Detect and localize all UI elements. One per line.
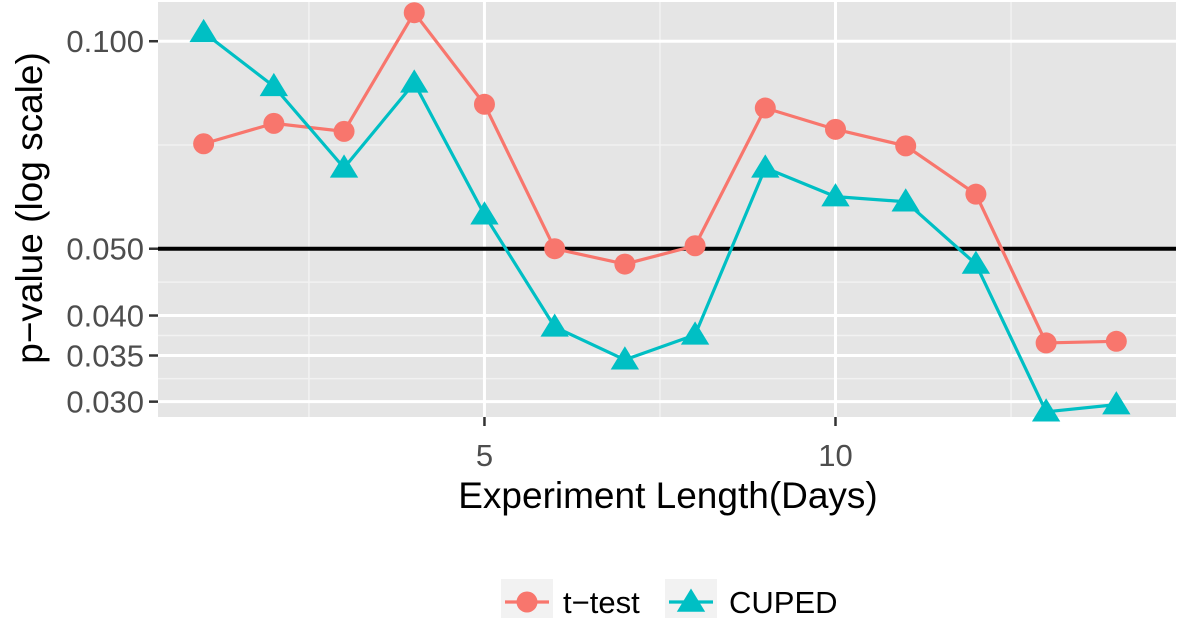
y-axis: 0.030 0.035 0.040 0.050 0.100 [66, 24, 158, 420]
t-test-point [1105, 330, 1127, 352]
plot-panel [158, 2, 1176, 422]
legend-item-cuped: CUPED [665, 579, 838, 623]
cuped-point [610, 346, 640, 370]
t-test-point [895, 135, 917, 157]
y-tick-label: 0.040 [66, 299, 144, 334]
t-test-point [263, 112, 285, 134]
x-tick-label: 10 [818, 438, 852, 473]
t-test-point [544, 238, 566, 260]
cuped-point [400, 69, 429, 93]
t-test-line [203, 11, 1117, 345]
series-cuped [189, 18, 1131, 422]
cuped-point [329, 154, 359, 178]
cuped-point [961, 250, 991, 274]
y-tick-label: 0.030 [66, 385, 144, 420]
t-test-point [684, 235, 706, 257]
cuped-point [189, 18, 218, 43]
cuped-point [259, 72, 289, 97]
t-test-point [965, 183, 987, 205]
t-test-point [473, 93, 495, 115]
y-tick-label: 0.050 [66, 232, 144, 267]
plot-background [158, 2, 1176, 417]
cuped-point [821, 183, 850, 207]
legend-item-t-test: t−test [501, 579, 640, 623]
t-test-point [614, 253, 636, 275]
cuped-point [470, 201, 499, 225]
y-axis-title: p−value (log scale) [9, 52, 50, 364]
legend: t−test CUPED [501, 579, 838, 623]
t-test-point [754, 97, 776, 119]
x-axis: 5 10 [476, 417, 853, 473]
t-test-point [1035, 332, 1057, 354]
cuped-line [202, 31, 1117, 414]
t-test-point [193, 133, 215, 155]
legend-key-marker [676, 588, 706, 612]
y-tick-label: 0.100 [66, 24, 144, 59]
series-t-test [193, 2, 1127, 354]
legend-label: t−test [563, 585, 640, 618]
legend-key-marker [516, 591, 538, 613]
t-test-point [824, 118, 846, 140]
x-axis-title: Experiment Length(Days) [458, 475, 878, 516]
legend-label: CUPED [729, 585, 838, 618]
cuped-point [751, 154, 780, 178]
cuped-point [540, 313, 569, 337]
cuped-point [891, 188, 920, 212]
t-test-point [403, 2, 425, 24]
x-tick-label: 5 [476, 438, 493, 473]
t-test-point [333, 120, 355, 142]
cuped-point [680, 321, 710, 345]
cuped-point [1102, 391, 1131, 415]
y-tick-label: 0.035 [66, 338, 144, 373]
cuped-point [1031, 398, 1061, 422]
